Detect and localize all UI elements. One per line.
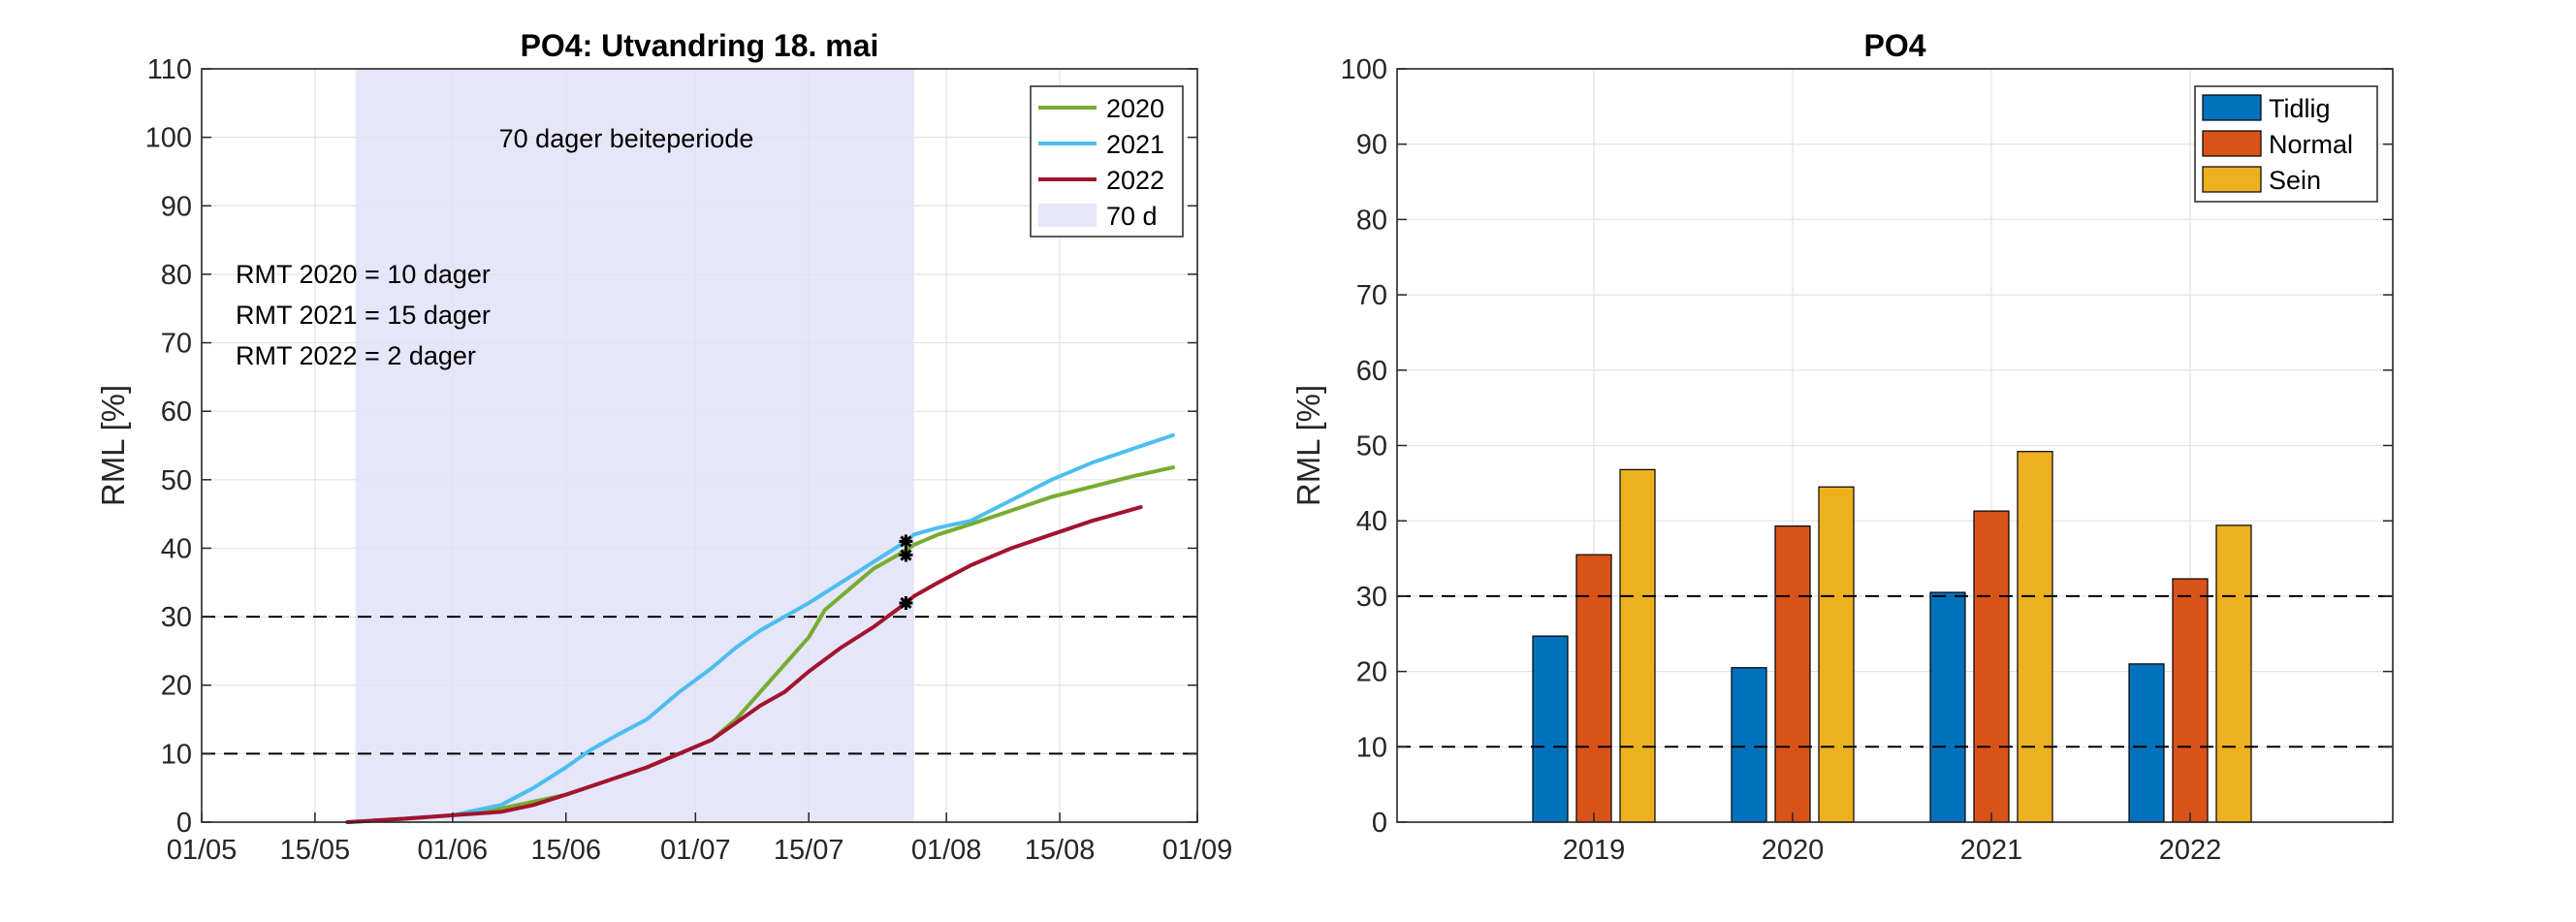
y-tick-label: 90 bbox=[1356, 130, 1387, 161]
bar-tidlig-2020 bbox=[1731, 667, 1767, 823]
x-tick-label: 01/06 bbox=[418, 835, 489, 866]
legend-label: 2020 bbox=[1106, 94, 1164, 123]
y-tick-label: 20 bbox=[1356, 657, 1387, 688]
x-tick-label: 2021 bbox=[1960, 835, 2023, 866]
bar-chart: PO4 0 10 20 30 40 50 60 70 80 90 100 2019 2020 2021 20… bbox=[1290, 28, 2394, 866]
y-tick-label: 80 bbox=[1356, 205, 1387, 236]
line-chart: PO4: Utvandring 18. mai 0 10 20 30 40 50 60 70 8… bbox=[95, 28, 1232, 866]
rmt-note: RMT 2022 = 2 dager bbox=[236, 341, 476, 370]
x-tick-label: 15/06 bbox=[530, 835, 601, 866]
line-chart-title: PO4: Utvandring 18. mai bbox=[521, 28, 879, 63]
y-tick-label: 10 bbox=[161, 739, 192, 770]
bar-normal-2020 bbox=[1774, 525, 1811, 823]
x-tick-label: 01/08 bbox=[911, 835, 982, 866]
y-axis-label: RML [%] bbox=[95, 385, 131, 506]
series-marker-2021 bbox=[899, 534, 913, 549]
axes-box bbox=[201, 68, 1198, 823]
legend-label: 2022 bbox=[1106, 166, 1164, 195]
y-axis-label: RML [%] bbox=[1290, 385, 1326, 506]
shaded-grazing-period bbox=[355, 69, 914, 822]
y-tick-label: 20 bbox=[161, 671, 192, 702]
period-annotation: 70 dager beiteperiode bbox=[499, 124, 754, 153]
y-tick-label: 60 bbox=[1356, 356, 1387, 387]
y-tick-label: 100 bbox=[145, 123, 192, 154]
bar-sein-2019 bbox=[1619, 468, 1656, 823]
y-tick-label: 0 bbox=[176, 808, 192, 839]
series-marker-2022 bbox=[899, 595, 913, 610]
bar-normal-2019 bbox=[1575, 554, 1612, 823]
y-tick-label: 100 bbox=[1341, 54, 1387, 85]
y-tick-label: 50 bbox=[161, 465, 192, 496]
series-line-2021 bbox=[345, 432, 1175, 824]
legend-label: 2021 bbox=[1106, 130, 1164, 159]
x-tick-label: 15/08 bbox=[1025, 835, 1096, 866]
bar-sein-2022 bbox=[2215, 525, 2252, 823]
y-tick-label: 30 bbox=[161, 602, 192, 633]
bar-tidlig-2021 bbox=[1929, 591, 1966, 823]
series-marker-2020 bbox=[899, 548, 913, 562]
y-tick-label: 70 bbox=[1356, 280, 1387, 311]
legend-swatch-normal bbox=[2202, 130, 2262, 157]
x-tick-label: 15/05 bbox=[280, 835, 351, 866]
y-tick-label: 50 bbox=[1356, 431, 1387, 462]
legend-swatch-tidlig bbox=[2202, 94, 2262, 121]
y-tick-label: 60 bbox=[161, 397, 192, 428]
bar-tidlig-2022 bbox=[2128, 663, 2165, 823]
rmt-note: RMT 2021 = 15 dager bbox=[236, 301, 491, 330]
legend-swatch-sein bbox=[2202, 166, 2262, 193]
x-tick-label: 01/05 bbox=[167, 835, 238, 866]
legend-label: Sein bbox=[2269, 166, 2321, 195]
x-tick-label: 2022 bbox=[2159, 835, 2222, 866]
y-tick-label: 10 bbox=[1356, 732, 1387, 763]
x-tick-label: 15/07 bbox=[774, 835, 844, 866]
x-tick-label: 01/09 bbox=[1162, 835, 1233, 866]
y-tick-label: 30 bbox=[1356, 582, 1387, 613]
bar-sein-2021 bbox=[2017, 451, 2053, 823]
x-tick-label: 2020 bbox=[1762, 835, 1825, 866]
bar-sein-2020 bbox=[1818, 486, 1855, 823]
y-tick-label: 40 bbox=[161, 533, 192, 564]
legend-swatch-shaded bbox=[1038, 204, 1097, 227]
bar-tidlig-2019 bbox=[1532, 635, 1569, 823]
legend-label: Normal bbox=[2269, 130, 2353, 159]
bar-normal-2022 bbox=[2172, 578, 2209, 823]
x-tick-label: 01/07 bbox=[660, 835, 731, 866]
y-tick-label: 90 bbox=[161, 191, 192, 222]
y-tick-label: 40 bbox=[1356, 506, 1387, 537]
series-line-2022 bbox=[345, 505, 1143, 824]
y-tick-label: 80 bbox=[161, 260, 192, 291]
bar-normal-2021 bbox=[1973, 510, 2010, 823]
rmt-note: RMT 2020 = 10 dager bbox=[236, 260, 491, 289]
y-tick-label: 110 bbox=[147, 54, 192, 85]
y-tick-label: 70 bbox=[161, 329, 192, 360]
legend-label: Tidlig bbox=[2269, 94, 2331, 123]
series-line-2020 bbox=[345, 465, 1175, 824]
bar-chart-title: PO4 bbox=[1863, 28, 1925, 63]
x-tick-label: 2019 bbox=[1563, 835, 1626, 866]
legend-label: 70 d bbox=[1106, 202, 1158, 231]
y-tick-label: 0 bbox=[1372, 808, 1387, 839]
